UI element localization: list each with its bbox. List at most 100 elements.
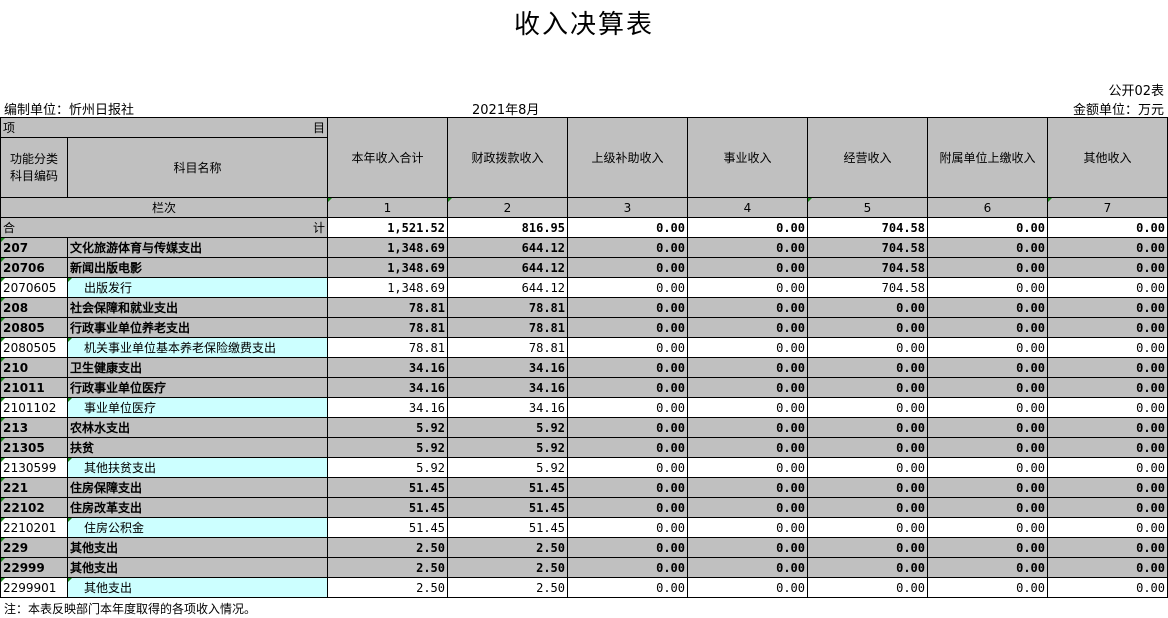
table-row: 229 其他支出 2.50 2.50 0.00 0.00 0.00 0.00 0.00	[0, 537, 1168, 558]
amount-cell: 0.00	[807, 577, 928, 598]
amount-cell: 0.00	[687, 517, 808, 538]
amount-cell: 0.00	[807, 317, 928, 338]
subject-code: 221	[0, 477, 68, 498]
table-row: 22999 其他支出 2.50 2.50 0.00 0.00 0.00 0.00 0.00	[0, 557, 1168, 578]
amount-cell: 78.81	[447, 337, 568, 358]
subject-name: 卫生健康支出	[67, 357, 328, 378]
col-num: 5	[807, 197, 928, 218]
subject-name: 文化旅游体育与传媒支出	[67, 237, 328, 258]
amount-cell: 0.00	[927, 377, 1048, 398]
amount-cell: 5.92	[447, 417, 568, 438]
name-header: 科目名称	[67, 137, 328, 198]
subject-code: 213	[0, 417, 68, 438]
amount-cell: 0.00	[1047, 377, 1168, 398]
amount-cell: 78.81	[447, 297, 568, 318]
col-header: 其他收入	[1047, 117, 1168, 198]
amount-cell: 0.00	[807, 377, 928, 398]
amount-cell: 0.00	[1047, 497, 1168, 518]
amount-cell: 5.92	[327, 417, 448, 438]
table-row: 2299901 其他支出 2.50 2.50 0.00 0.00 0.00 0.00 0.00	[0, 577, 1168, 598]
col-num: 2	[447, 197, 568, 218]
total-value: 0.00	[1047, 217, 1168, 238]
amount-cell: 0.00	[807, 417, 928, 438]
amount-cell: 0.00	[567, 357, 688, 378]
amount-cell: 704.58	[807, 237, 928, 258]
amount-cell: 0.00	[1047, 457, 1168, 478]
col-header: 财政拨款收入	[447, 117, 568, 198]
lanci-label: 栏次	[0, 197, 328, 218]
table-row: 2210201 住房公积金 51.45 51.45 0.00 0.00 0.00 0.00 0.…	[0, 517, 1168, 538]
amount-cell: 0.00	[927, 257, 1048, 278]
total-value: 1,521.52	[327, 217, 448, 238]
amount-cell: 0.00	[1047, 257, 1168, 278]
col-num: 1	[327, 197, 448, 218]
table-row: 2101102 事业单位医疗 34.16 34.16 0.00 0.00 0.00 0.00 0…	[0, 397, 1168, 418]
form-number: 公开02表	[1108, 84, 1164, 99]
amount-cell: 0.00	[927, 357, 1048, 378]
amount-cell: 0.00	[1047, 437, 1168, 458]
amount-cell: 644.12	[447, 277, 568, 298]
amount-cell: 51.45	[327, 497, 448, 518]
amount-cell: 0.00	[927, 457, 1048, 478]
amount-cell: 0.00	[567, 517, 688, 538]
amount-cell: 0.00	[807, 297, 928, 318]
col-header: 经营收入	[807, 117, 928, 198]
header-mu: 目	[312, 121, 325, 135]
amount-cell: 0.00	[807, 537, 928, 558]
amount-cell: 0.00	[687, 377, 808, 398]
amount-cell: 34.16	[447, 377, 568, 398]
amount-cell: 0.00	[567, 397, 688, 418]
amount-cell: 0.00	[807, 337, 928, 358]
amount-cell: 0.00	[807, 397, 928, 418]
subject-name: 其他扶贫支出	[67, 457, 328, 478]
header-xiang: 项	[3, 121, 16, 135]
total-value: 0.00	[687, 217, 808, 238]
col-num: 3	[567, 197, 688, 218]
total-label: 合计	[0, 217, 328, 238]
amount-cell: 0.00	[927, 437, 1048, 458]
amount-cell: 51.45	[327, 517, 448, 538]
table-row: 207 文化旅游体育与传媒支出 1,348.69 644.12 0.00 0.00 704.…	[0, 237, 1168, 258]
table-row: 208 社会保障和就业支出 78.81 78.81 0.00 0.00 0.00 0.00 0.…	[0, 297, 1168, 318]
amount-cell: 0.00	[927, 317, 1048, 338]
amount-cell: 78.81	[327, 297, 448, 318]
amount-cell: 78.81	[327, 337, 448, 358]
amount-cell: 0.00	[687, 417, 808, 438]
amount-cell: 0.00	[1047, 277, 1168, 298]
income-table: 项目 本年收入合计 财政拨款收入 上级补助收入 事业收入 经营收入 附属单位上缴…	[0, 117, 1168, 598]
code-header: 功能分类科目编码	[0, 137, 68, 198]
footnote: 注：本表反映部门本年度取得的各项收入情况。	[4, 602, 257, 616]
amount-cell: 0.00	[1047, 337, 1168, 358]
amount-cell: 0.00	[807, 557, 928, 578]
table-row: 2070605 出版发行 1,348.69 644.12 0.00 0.00 704.58 0…	[0, 277, 1168, 298]
amount-cell: 0.00	[1047, 317, 1168, 338]
subject-code: 2130599	[0, 457, 68, 478]
subject-code: 208	[0, 297, 68, 318]
amount-cell: 0.00	[567, 317, 688, 338]
subject-code: 210	[0, 357, 68, 378]
subject-name: 住房改革支出	[67, 497, 328, 518]
table-row: 221 住房保障支出 51.45 51.45 0.00 0.00 0.00 0.00 0.00	[0, 477, 1168, 498]
subject-name: 农林水支出	[67, 417, 328, 438]
subject-code: 22102	[0, 497, 68, 518]
amount-cell: 34.16	[447, 357, 568, 378]
table-row: 210 卫生健康支出 34.16 34.16 0.00 0.00 0.00 0.00 0.00	[0, 357, 1168, 378]
total-value: 816.95	[447, 217, 568, 238]
total-ji: 计	[312, 221, 325, 235]
subject-name: 新闻出版电影	[67, 257, 328, 278]
amount-cell: 0.00	[687, 297, 808, 318]
amount-cell: 34.16	[447, 397, 568, 418]
subject-name: 行政事业单位养老支出	[67, 317, 328, 338]
amount-cell: 0.00	[567, 437, 688, 458]
amount-cell: 0.00	[807, 457, 928, 478]
table-row: 20706 新闻出版电影 1,348.69 644.12 0.00 0.00 704.58 0…	[0, 257, 1168, 278]
subject-code: 21305	[0, 437, 68, 458]
amount-cell: 78.81	[447, 317, 568, 338]
amount-cell: 0.00	[927, 297, 1048, 318]
amount-cell: 0.00	[1047, 537, 1168, 558]
col-header: 事业收入	[687, 117, 808, 198]
amount-cell: 0.00	[927, 397, 1048, 418]
table-row: 21011 行政事业单位医疗 34.16 34.16 0.00 0.00 0.00 0.00 0…	[0, 377, 1168, 398]
amount-cell: 0.00	[567, 237, 688, 258]
table-row: 22102 住房改革支出 51.45 51.45 0.00 0.00 0.00 0.00 0.0…	[0, 497, 1168, 518]
